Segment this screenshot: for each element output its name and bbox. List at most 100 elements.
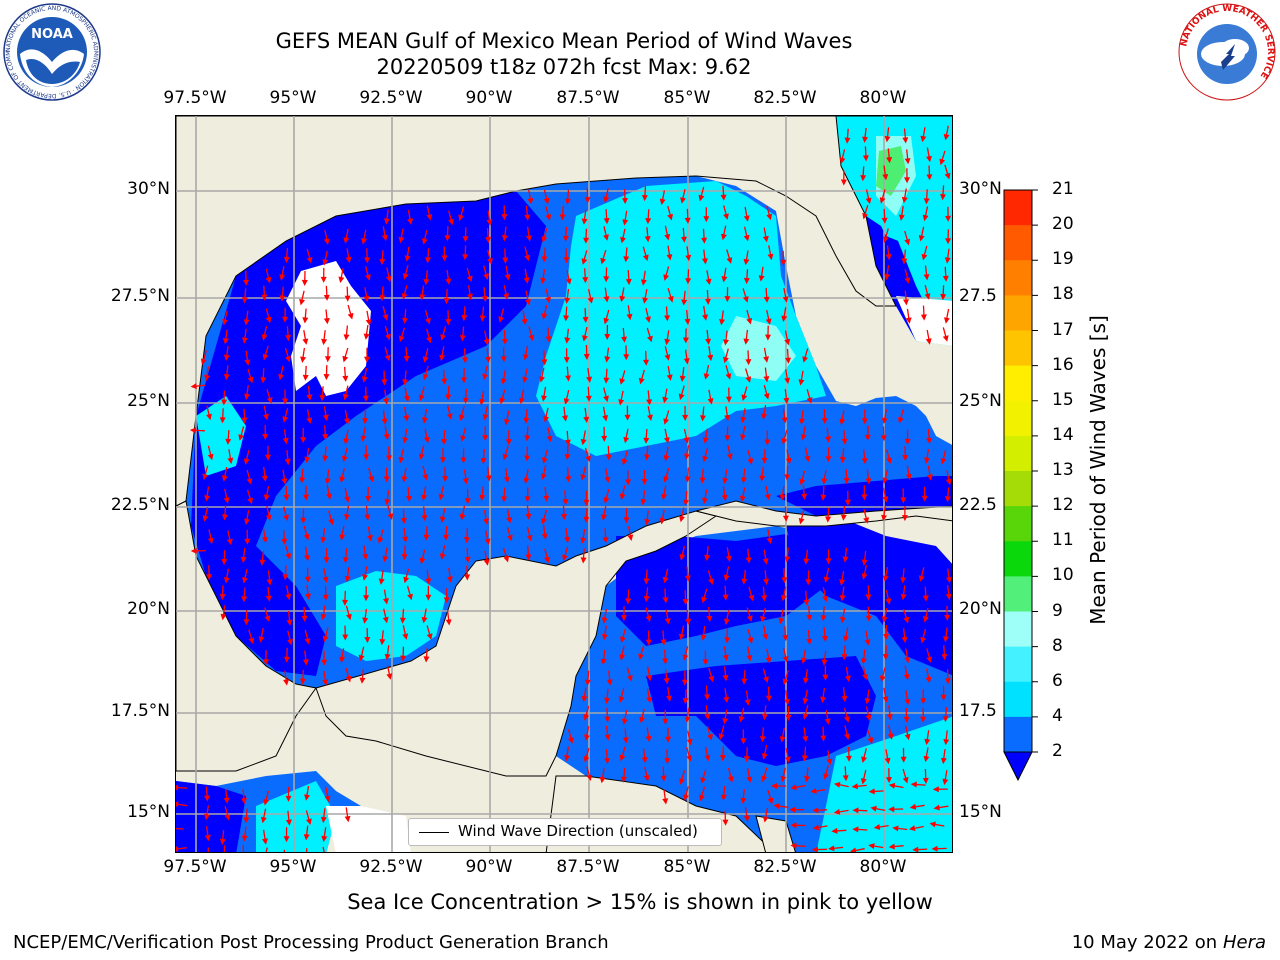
wave-direction-arrow-head (720, 794, 727, 801)
colorbar-tick-label: 4 (1052, 705, 1063, 726)
wave-direction-arrow-head (443, 534, 450, 541)
wave-direction-arrow-head (843, 635, 849, 643)
wave-direction-arrow-head (222, 514, 228, 521)
wave-direction-arrow-head (461, 377, 467, 384)
wave-direction-arrow-head (306, 818, 312, 825)
wave-direction-arrow-head (664, 338, 671, 346)
wave-direction-arrow-head (685, 254, 692, 262)
wave-direction-arrow-head (439, 354, 446, 362)
legend-label: Wind Wave Direction (unscaled) (458, 822, 698, 840)
wave-direction-arrow-head (740, 416, 747, 423)
wave-direction-arrow-head (904, 158, 911, 165)
wave-direction-arrow-head (526, 534, 533, 542)
wave-direction-arrow-head (639, 716, 645, 724)
wave-direction-arrow-head (266, 397, 273, 404)
wave-direction-arrow-head (903, 674, 910, 681)
wave-direction-arrow-head (524, 455, 531, 462)
wave-direction-arrow-head (583, 237, 590, 244)
sea-ice-note: Sea Ice Concentration > 15% is shown in … (347, 890, 933, 914)
wave-direction-arrow-head (382, 555, 389, 563)
wave-direction-arrow-head (799, 478, 806, 486)
wave-direction-arrow-head (304, 554, 310, 562)
wave-direction-arrow-head (421, 515, 428, 522)
wave-direction-arrow-head (799, 418, 805, 425)
wave-direction-arrow-head (621, 615, 627, 622)
colorbar-tick-label: 2 (1052, 741, 1063, 761)
wave-direction-arrow-head (923, 274, 930, 281)
wave-direction-arrow-head (485, 475, 492, 482)
wave-direction-arrow-head (223, 797, 230, 804)
wave-direction-arrow-head (940, 457, 947, 465)
wave-direction-arrow-head (868, 788, 875, 795)
wave-direction-arrow-head (501, 235, 508, 242)
wave-direction-arrow-head (347, 312, 354, 320)
wave-direction-arrow-head (604, 476, 611, 483)
wave-direction-arrow-head (785, 457, 792, 465)
wave-direction-arrow-head (565, 476, 572, 483)
lon-tick-label: 87.5°W (556, 857, 620, 877)
colorbar-tick-label: 20 (1052, 214, 1074, 235)
wave-direction-arrow-head (745, 376, 752, 383)
wave-direction-arrow-head (901, 196, 908, 204)
lon-tick-label: 80°W (859, 88, 907, 108)
wave-direction-arrow-head (584, 197, 591, 204)
wave-direction-arrow-head (281, 478, 288, 485)
wave-direction-arrow-shaft (322, 846, 325, 852)
wave-direction-arrow-head (265, 595, 272, 602)
wave-direction-arrow-head (860, 778, 867, 785)
wave-direction-arrow-head (402, 379, 409, 386)
lat-tick-label: 20°N (127, 599, 170, 619)
wave-direction-arrow-head (603, 218, 610, 225)
wave-direction-arrow-head (625, 278, 632, 286)
wave-direction-arrow-head (646, 399, 653, 406)
wave-direction-arrow-head (873, 824, 881, 830)
wave-direction-arrow-head (882, 477, 889, 484)
wave-direction-arrow-head (418, 394, 425, 402)
wave-direction-arrow-head (641, 757, 648, 764)
wave-direction-arrow-head (582, 316, 589, 324)
wave-direction-arrow-head (600, 658, 607, 665)
wave-direction-arrow-head (461, 315, 468, 322)
wave-direction-arrow-head (645, 316, 651, 323)
wave-direction-arrow-head (601, 514, 607, 521)
wave-direction-arrow-head (663, 274, 669, 281)
wave-direction-arrow-head (563, 315, 570, 322)
wave-direction-arrow-head (703, 373, 710, 380)
wave-direction-arrow-head (886, 777, 892, 784)
wave-direction-arrow-head (362, 553, 369, 561)
wave-direction-arrow-head (861, 559, 868, 566)
wave-direction-arrow-head (459, 414, 465, 421)
wave-direction-arrow-head (831, 827, 838, 834)
wave-direction-arrow-head (285, 335, 291, 342)
wave-direction-arrow-head (544, 556, 550, 564)
wave-direction-arrow-head (604, 356, 611, 363)
pale-period-patch (721, 316, 796, 381)
wave-direction-arrow-head (423, 279, 430, 286)
wave-direction-arrow-head (501, 214, 508, 221)
wave-direction-arrow-head (746, 317, 753, 325)
wave-direction-arrow-head (763, 356, 769, 363)
wave-direction-arrow-head (929, 821, 936, 828)
wave-direction-arrow-head (382, 616, 389, 624)
wave-direction-arrow-head (940, 757, 947, 765)
wave-direction-arrow-head (425, 578, 432, 585)
wave-direction-arrow-head (362, 574, 368, 581)
footer-credit: NCEP/EMC/Verification Post Processing Pr… (13, 932, 609, 953)
colorbar-tick-label: 14 (1052, 424, 1074, 445)
wave-direction-arrow-head (464, 556, 471, 563)
wave-direction-arrow-head (726, 257, 733, 264)
wave-direction-arrow-head (905, 317, 912, 324)
wave-direction-arrow-head (922, 595, 929, 602)
wave-direction-arrow-head (445, 278, 452, 285)
wave-direction-arrow-head (540, 473, 547, 480)
wave-direction-arrow-head (845, 675, 851, 682)
wave-direction-arrow-head (910, 781, 917, 788)
wave-direction-arrow-head (681, 299, 688, 306)
wave-direction-arrow-head (398, 335, 405, 343)
wave-direction-arrow-head (603, 196, 610, 203)
wave-direction-arrow-head (943, 133, 950, 141)
wave-direction-arrow-shaft (265, 847, 268, 852)
wave-direction-arrow-head (321, 659, 328, 666)
wave-direction-arrow-head (883, 236, 889, 243)
nws-logo: NATIONAL WEATHER SERVICE (1178, 3, 1276, 101)
